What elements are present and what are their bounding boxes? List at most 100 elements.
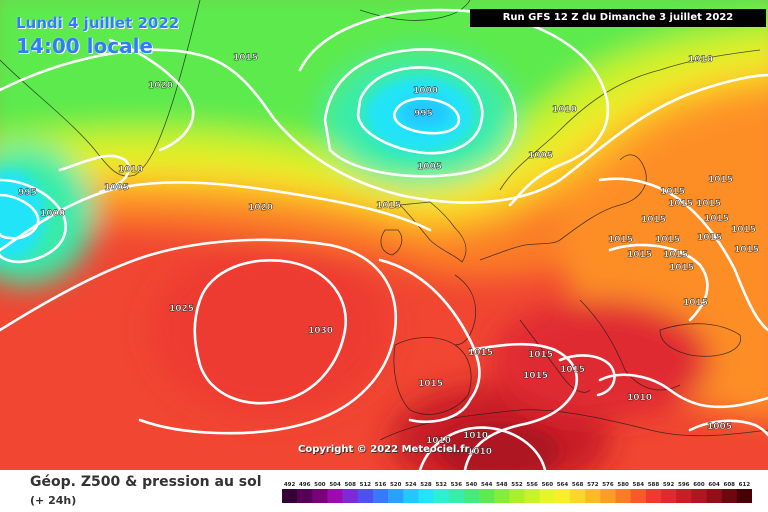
coastline-scandinavia: [499, 49, 761, 191]
scale-label: 536: [451, 482, 463, 488]
coastline-iberia: [393, 337, 472, 415]
isobar-label: 1015: [734, 245, 759, 255]
scale-swatch: [691, 489, 707, 503]
scale-swatch: [736, 489, 752, 503]
scale-label: 516: [375, 482, 387, 488]
scale-swatch: [554, 489, 571, 503]
scale-label: 492: [284, 482, 296, 488]
scale-swatch: [357, 489, 374, 503]
scale-label: 564: [557, 482, 569, 488]
isobar-label: 1010: [118, 165, 143, 175]
scale-swatch: [463, 489, 480, 503]
scale-label: 544: [481, 482, 493, 488]
scale-label: 520: [390, 482, 402, 488]
isobar-label: 1005: [528, 151, 553, 161]
isobar-north-1015: [0, 48, 768, 204]
coastline-low-countries: [479, 239, 561, 261]
isobar-label: 1015: [663, 250, 688, 260]
scale-label: 584: [633, 482, 645, 488]
scale-label: 552: [511, 482, 523, 488]
scale-label: 508: [344, 482, 356, 488]
coastline-france: [454, 274, 477, 346]
isobar-med-1010: [418, 426, 547, 470]
isobar-iceland-1005: [323, 48, 518, 178]
isobar-label: 1010: [552, 105, 577, 115]
isobar-label: 1015: [523, 371, 548, 381]
coastline-balkans: [579, 299, 681, 391]
forecast-time: 14:00 locale: [16, 34, 153, 58]
isobar-label: 1010: [627, 393, 652, 403]
isobar-europe-1015-b: [463, 342, 579, 470]
isobar-label: 1015: [696, 199, 721, 209]
scale-label: 588: [648, 482, 660, 488]
scale-label: 592: [663, 482, 675, 488]
isobar-label: 1015: [233, 53, 258, 63]
scale-label: 512: [360, 482, 372, 488]
scale-label: 580: [617, 482, 629, 488]
model-run-banner: Run GFS 12 Z du Dimanche 3 juillet 2022: [470, 9, 766, 27]
scale-swatch: [645, 489, 662, 503]
isobar-label: 1015: [668, 199, 693, 209]
scale-label: 568: [572, 482, 584, 488]
scale-swatch: [388, 489, 404, 503]
scale-label: 548: [496, 482, 508, 488]
isobar-label: 1015: [697, 233, 722, 243]
forecast-map: 1015 1020 1000 995 1010 1010 1005 1005 1…: [0, 0, 768, 470]
scale-swatch: [297, 489, 313, 503]
forecast-date: Lundi 4 juillet 2022: [16, 14, 180, 32]
scale-swatch: [706, 489, 722, 503]
scale-swatch: [327, 489, 343, 503]
scale-swatch: [403, 489, 419, 503]
coastline-italy: [519, 319, 591, 393]
coastline-greenland: [0, 0, 201, 177]
isobar-east-1015-b: [608, 243, 709, 322]
isobar-aegean-1010: [598, 373, 768, 409]
isobar-greenland-1010: [58, 154, 131, 194]
field-med-red: [490, 300, 710, 420]
isobar-med-1015-c: [558, 354, 616, 397]
isobar-label: 1010: [426, 436, 451, 446]
scale-label: 540: [466, 482, 478, 488]
isobar-label: 1000: [40, 209, 65, 219]
scale-swatch: [676, 489, 692, 503]
scale-label: 500: [314, 482, 326, 488]
scale-label: 612: [739, 482, 751, 488]
scale-label: 528: [420, 482, 432, 488]
scale-swatch: [509, 489, 525, 503]
scale-label: 600: [693, 482, 705, 488]
scale-swatch: [448, 489, 465, 503]
isobar-canada-1000: [0, 178, 67, 264]
isobar-label: 1020: [248, 203, 273, 213]
coastline-baltic: [559, 154, 647, 241]
scale-swatch: [479, 489, 495, 503]
scale-swatch: [721, 489, 738, 503]
scale-swatch: [539, 489, 556, 503]
isobar-label: 1020: [148, 81, 173, 91]
isobar-label: 1015: [683, 298, 708, 308]
isobar-canada-995: [0, 193, 40, 240]
isobar-turkey-1005: [688, 419, 768, 437]
isobar-label: 1015: [528, 350, 553, 360]
isobar-label: 1010: [467, 447, 492, 457]
scale-label: 608: [724, 482, 736, 488]
scale-label: 524: [405, 482, 417, 488]
scale-label: 596: [678, 482, 690, 488]
isobar-label: 1015: [608, 235, 633, 245]
scale-label: 556: [526, 482, 538, 488]
copyright-notice: Copyright © 2022 Meteociel.fr: [298, 444, 470, 455]
field-iceland-low-core: [399, 97, 451, 129]
isobar-label: 1010: [688, 55, 713, 65]
coastline-black-sea: [659, 323, 741, 357]
isobar-labels: 1015 1020 1000 995 1010 1010 1005 1005 1…: [18, 53, 759, 457]
isobar-iceland-995: [393, 97, 461, 135]
scale-swatch: [342, 489, 359, 503]
legend-subtitle: (+ 24h): [30, 494, 77, 507]
isobar-label: 1015: [560, 365, 585, 375]
scale-swatch: [282, 489, 298, 503]
scale-swatch: [570, 489, 586, 503]
scale-label: 532: [435, 482, 447, 488]
scale-label: 496: [299, 482, 311, 488]
isobar-label: 1015: [660, 187, 685, 197]
coastline-british-isles: [399, 201, 467, 263]
scale-swatch: [433, 489, 450, 503]
